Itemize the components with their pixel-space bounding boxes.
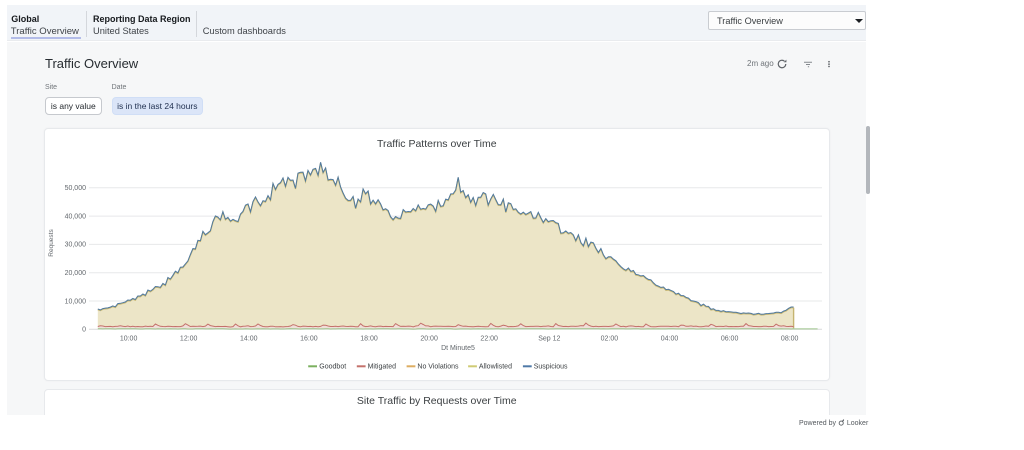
- svg-text:16:00: 16:00: [300, 336, 318, 343]
- svg-text:22:00: 22:00: [480, 336, 498, 343]
- svg-text:02:00: 02:00: [601, 336, 619, 343]
- svg-text:0: 0: [82, 327, 86, 334]
- svg-text:04:00: 04:00: [661, 336, 679, 343]
- svg-text:10:00: 10:00: [120, 336, 138, 343]
- svg-text:40,000: 40,000: [65, 213, 87, 220]
- svg-text:08:00: 08:00: [781, 336, 799, 343]
- svg-text:Requests: Requests: [48, 229, 55, 257]
- svg-text:50,000: 50,000: [65, 185, 87, 192]
- svg-text:18:00: 18:00: [360, 336, 378, 343]
- svg-text:12:00: 12:00: [180, 336, 198, 343]
- svg-text:10,000: 10,000: [65, 298, 87, 305]
- svg-text:30,000: 30,000: [65, 242, 87, 249]
- svg-text:Goodbot: Goodbot: [319, 364, 346, 371]
- svg-text:Mitigated: Mitigated: [368, 364, 397, 371]
- svg-text:14:00: 14:00: [240, 336, 258, 343]
- svg-text:Suspicious: Suspicious: [534, 364, 568, 371]
- svg-text:20:00: 20:00: [420, 336, 438, 343]
- svg-text:Sep 12: Sep 12: [538, 336, 560, 343]
- svg-text:20,000: 20,000: [65, 270, 87, 277]
- svg-text:Dt Minute5: Dt Minute5: [441, 345, 475, 352]
- svg-text:06:00: 06:00: [721, 336, 739, 343]
- svg-text:No Violations: No Violations: [417, 364, 459, 371]
- svg-text:Allowlisted: Allowlisted: [479, 364, 512, 371]
